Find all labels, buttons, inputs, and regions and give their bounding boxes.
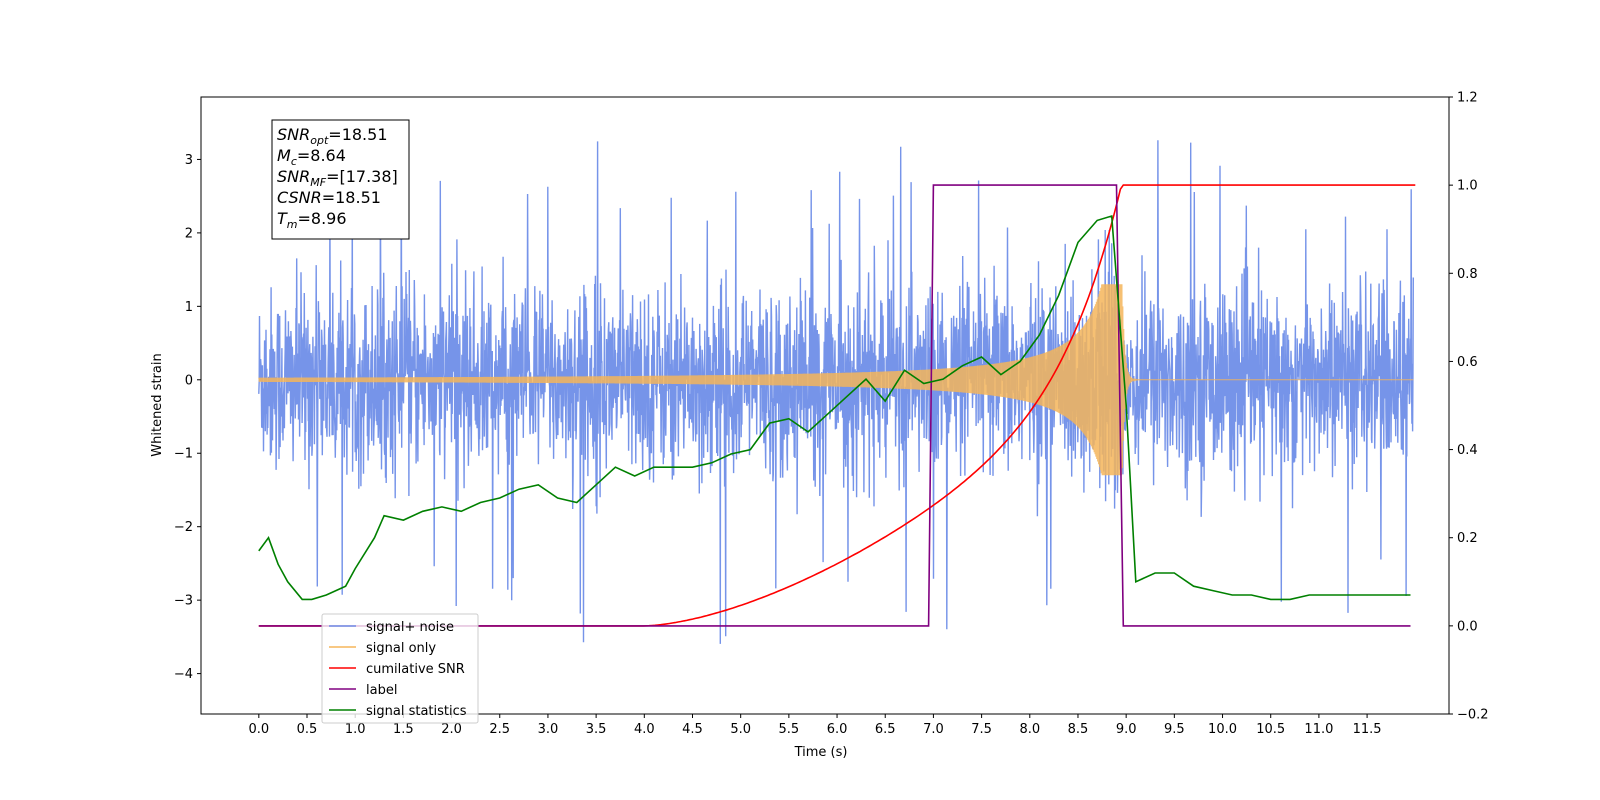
signal-only-series: [258, 284, 1414, 476]
y-tick-label-right: 1.0: [1457, 179, 1478, 194]
y-tick-label-left: −1: [174, 447, 193, 462]
label-line: [258, 184, 1411, 627]
x-tick-label: 0.0: [248, 722, 269, 737]
y-tick-label-right: 0.4: [1457, 443, 1478, 458]
x-tick-label: 8.5: [1068, 722, 1089, 737]
x-tick-label: 11.0: [1304, 722, 1333, 737]
legend-label: signal+ noise: [366, 620, 454, 635]
x-tick-label: 5.0: [730, 722, 751, 737]
legend-label: label: [366, 683, 397, 698]
x-tick-label: 7.0: [923, 722, 944, 737]
plot-frame: [200, 96, 1450, 715]
y-tick-label-left: 2: [185, 226, 193, 241]
y-tick-label-left: 0: [185, 373, 193, 388]
x-tick-label: 5.5: [779, 722, 800, 737]
y-tick-label-right: 0.2: [1457, 531, 1478, 546]
x-tick-label: 0.5: [297, 722, 318, 737]
legend: signal+ noise signal only cumilative SNR la…: [321, 613, 479, 724]
y-tick-label-right: −0.2: [1457, 708, 1489, 723]
signal-noise-series: [258, 122, 1414, 644]
annotation-line: CSNR=18.51: [277, 188, 381, 207]
signal-only-line: [258, 284, 1414, 476]
x-tick-label: 11.5: [1353, 722, 1382, 737]
x-tick-label: 3.5: [586, 722, 607, 737]
x-tick-label: 1.5: [393, 722, 414, 737]
y-tick-label-right: 0.8: [1457, 267, 1478, 282]
x-tick-label: 9.0: [1116, 722, 1137, 737]
x-tick-label: 10.0: [1208, 722, 1237, 737]
y-tick-label-right: 1.2: [1457, 91, 1478, 106]
y-tick-label-left: −3: [174, 594, 193, 609]
y-tick-label-left: 3: [185, 153, 193, 168]
signal-noise-line: [258, 122, 1414, 644]
y-tick-label-right: 0.0: [1457, 619, 1478, 634]
x-tick-label: 6.5: [875, 722, 896, 737]
annotation-line: Mc=8.64: [277, 146, 346, 168]
x-tick-label: 4.0: [634, 722, 655, 737]
signal-statistics-line: [258, 214, 1411, 601]
x-tick-label: 2.0: [441, 722, 462, 737]
annotation-line: Tm=8.96: [277, 209, 347, 231]
x-axis: 0.0 0.5 1.0 1.5 2.0 2.5 3.0 3.5 4.0 4.5 5.0 5.5 6.0 6…: [248, 714, 1382, 737]
x-axis-label: Time (s): [794, 745, 848, 760]
y-tick-label-left: 1: [185, 300, 193, 315]
y-axis-label: Whitened strain: [150, 353, 165, 456]
annotation-line: SNRopt=18.51: [277, 125, 388, 147]
y-tick-label-right: 0.6: [1457, 355, 1478, 370]
y-tick-label-left: −4: [174, 667, 193, 682]
y-axis-right: 1.2 1.0 0.8 0.6 0.4 0.2 0.0 −0.2: [1449, 91, 1489, 723]
x-tick-label: 3.0: [538, 722, 559, 737]
x-tick-label: 6.0: [827, 722, 848, 737]
annotation-line: SNRMF=[17.38]: [277, 167, 398, 189]
x-tick-label: 10.5: [1256, 722, 1285, 737]
stats-annotation-box: SNRopt=18.51Mc=8.64SNRMF=[17.38]CSNR=18.…: [271, 119, 410, 240]
x-tick-label: 8.0: [1019, 722, 1040, 737]
y-tick-label-left: −2: [174, 520, 193, 535]
x-tick-label: 4.5: [682, 722, 703, 737]
x-tick-label: 1.0: [345, 722, 366, 737]
x-tick-label: 2.5: [489, 722, 510, 737]
x-tick-label: 7.5: [971, 722, 992, 737]
legend-label: signal only: [366, 641, 436, 656]
legend-label: signal statistics: [366, 704, 467, 719]
x-tick-label: 9.5: [1164, 722, 1185, 737]
y-axis-left: 3 2 1 0 −1 −2 −3 −4: [174, 153, 201, 682]
legend-label: cumilative SNR: [366, 662, 465, 677]
